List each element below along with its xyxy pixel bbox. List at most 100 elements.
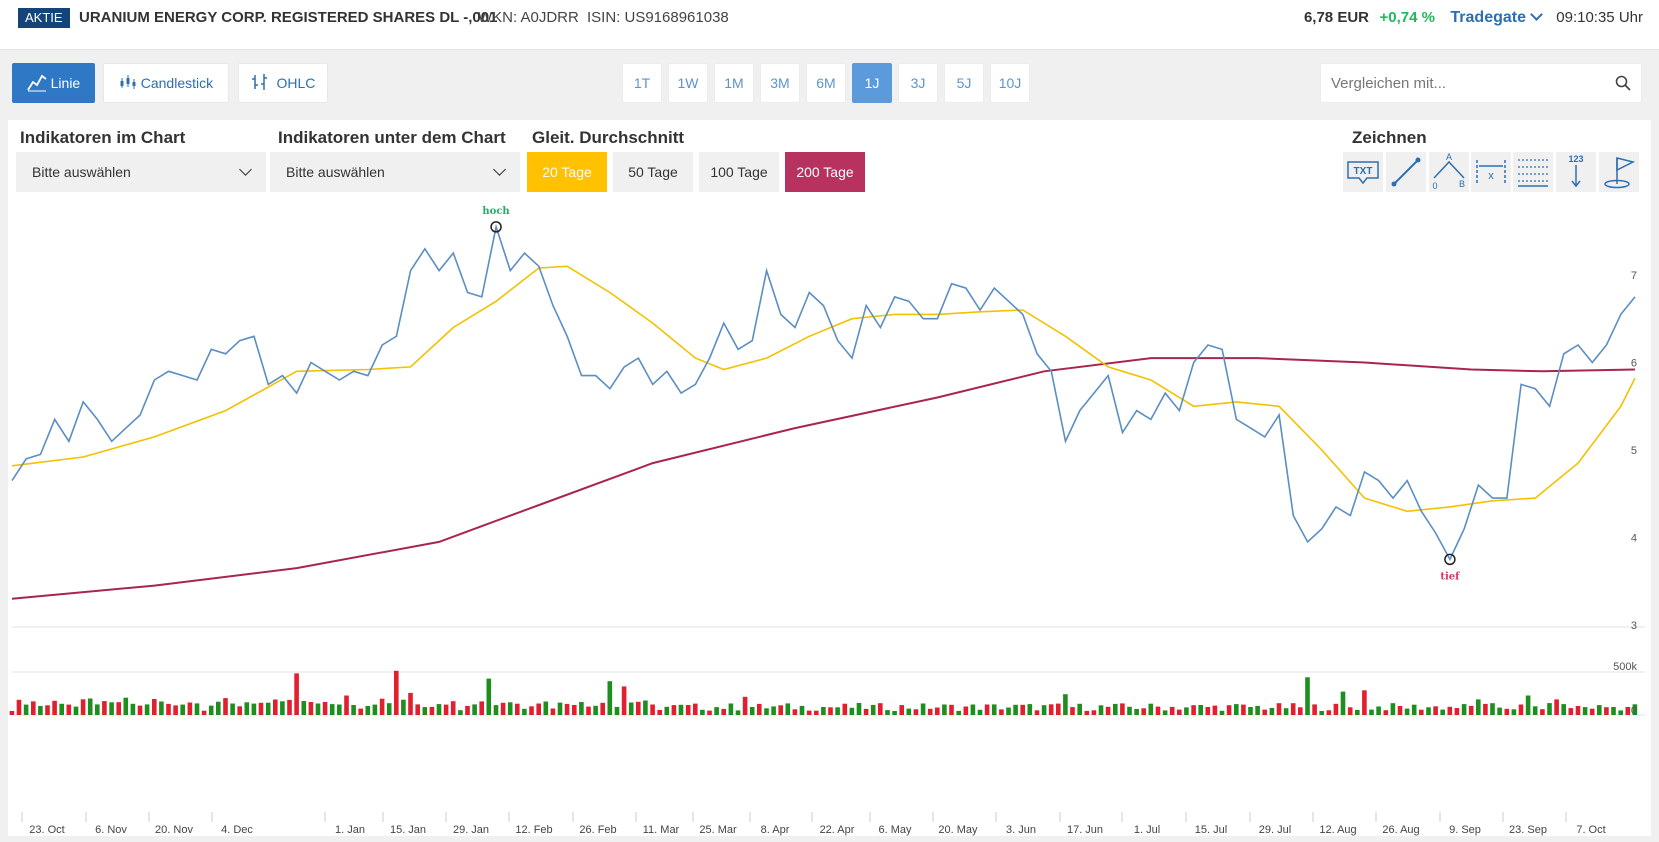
range-1w-button[interactable]: 1W bbox=[668, 63, 708, 103]
volume-bar bbox=[38, 706, 43, 715]
volume-bar bbox=[1048, 704, 1054, 715]
volume-bar bbox=[1191, 705, 1196, 715]
volume-bar bbox=[486, 678, 492, 715]
volume-bar bbox=[885, 710, 890, 715]
current-price: 6,78 EUR bbox=[1303, 9, 1369, 26]
volume-bar bbox=[1447, 706, 1453, 715]
volume-bar bbox=[1568, 708, 1574, 715]
quote-time: 09:10:35 Uhr bbox=[1556, 9, 1643, 26]
volume-bar bbox=[322, 702, 328, 715]
x-tick-label: 9. Sep bbox=[1449, 824, 1481, 836]
volume-bar bbox=[1497, 707, 1502, 715]
text-tool-button[interactable]: TXT bbox=[1343, 152, 1383, 192]
volume-bar bbox=[1312, 704, 1317, 715]
volume-bar bbox=[1113, 703, 1118, 715]
volume-bar bbox=[1063, 694, 1068, 715]
volume-bar bbox=[1340, 691, 1346, 715]
range-3j-button[interactable]: 3J bbox=[898, 63, 938, 103]
chart-type-label: Linie bbox=[50, 75, 81, 91]
volume-bar bbox=[749, 707, 755, 715]
volume-bar bbox=[1347, 707, 1353, 715]
volume-bar bbox=[1461, 704, 1467, 715]
volume-bar bbox=[66, 704, 72, 715]
x-tick-label: 4. Dec bbox=[221, 824, 253, 836]
fibonacci-tool-button[interactable] bbox=[1513, 152, 1553, 192]
volume-bar bbox=[643, 700, 648, 715]
chart-type-ohlc-button[interactable]: OHLC bbox=[238, 63, 328, 103]
chart-type-candlestick-button[interactable]: Candlestick bbox=[103, 63, 229, 103]
volume-bar bbox=[721, 708, 726, 715]
volume-bar bbox=[607, 681, 613, 715]
volume-bar bbox=[1034, 710, 1040, 715]
volume-bar bbox=[1184, 707, 1189, 715]
volume-bar bbox=[351, 705, 356, 715]
indicators-in-chart-select[interactable]: Bitte auswählen bbox=[16, 152, 266, 192]
volume-bar bbox=[678, 704, 684, 715]
range-1t-button[interactable]: 1T bbox=[622, 63, 662, 103]
volume-bar bbox=[344, 695, 349, 715]
volume-bar bbox=[1575, 706, 1581, 715]
volume-bar bbox=[1411, 704, 1417, 715]
y-tick-label: 4 bbox=[1631, 533, 1637, 545]
x-tick-label: 20. May bbox=[938, 824, 978, 836]
exchange-selector[interactable]: Tradegate bbox=[1450, 8, 1543, 28]
volume-bar bbox=[123, 697, 129, 715]
volume-bar bbox=[1326, 710, 1332, 715]
x-tick-label: 26. Aug bbox=[1382, 824, 1419, 836]
volume-bar bbox=[102, 701, 107, 715]
volume-bar bbox=[365, 706, 371, 715]
search-icon[interactable] bbox=[1615, 75, 1631, 91]
volume-bar bbox=[999, 709, 1004, 715]
ma-50-button[interactable]: 50 Tage bbox=[613, 152, 693, 192]
measure-tool-button[interactable]: x bbox=[1471, 152, 1511, 192]
volume-bar bbox=[1333, 703, 1339, 715]
stock-name: URANIUM ENERGY CORP. REGISTERED SHARES D… bbox=[79, 9, 498, 26]
volume-bar bbox=[1056, 703, 1061, 715]
volume-bar bbox=[1390, 703, 1396, 715]
abc-pattern-tool-button[interactable]: A 0 B bbox=[1429, 152, 1469, 192]
volume-bar bbox=[237, 706, 242, 715]
volume-tick-label: 0 bbox=[1631, 705, 1637, 717]
volume-bar bbox=[799, 705, 805, 715]
volume-bar bbox=[1162, 710, 1168, 715]
range-3m-button[interactable]: 3M bbox=[760, 63, 800, 103]
compare-search-input[interactable] bbox=[1331, 64, 1601, 102]
ma-100-button[interactable]: 100 Tage bbox=[699, 152, 779, 192]
volume-bar bbox=[472, 704, 477, 715]
volume-bar bbox=[415, 704, 420, 715]
volume-bar bbox=[493, 705, 499, 715]
range-1j-button[interactable]: 1J bbox=[852, 63, 892, 103]
volume-bar bbox=[1134, 709, 1139, 715]
volume-bar bbox=[1013, 704, 1018, 715]
ma-200-button[interactable]: 200 Tage bbox=[785, 152, 865, 192]
volume-bar bbox=[294, 673, 299, 715]
range-10j-button[interactable]: 10J bbox=[990, 63, 1030, 103]
volume-bar bbox=[1091, 710, 1097, 715]
range-6m-button[interactable]: 6M bbox=[806, 63, 846, 103]
volume-bar bbox=[557, 702, 563, 715]
indicators-below-chart-select[interactable]: Bitte auswählen bbox=[270, 152, 520, 192]
x-tick-label: 29. Jan bbox=[453, 824, 489, 836]
volume-bar bbox=[45, 705, 50, 715]
x-tick-label: 26. Feb bbox=[579, 824, 616, 836]
ma-20-button[interactable]: 20 Tage bbox=[527, 152, 607, 192]
volume-bar bbox=[1490, 703, 1495, 715]
volume-bar bbox=[1468, 705, 1474, 715]
volume-bar bbox=[1547, 703, 1552, 715]
volume-bar bbox=[742, 696, 748, 715]
volume-bar bbox=[977, 709, 983, 715]
range-5j-button[interactable]: 5J bbox=[944, 63, 984, 103]
volume-bar bbox=[856, 703, 862, 715]
flag-tool-button[interactable] bbox=[1599, 152, 1639, 192]
line-tool-button[interactable] bbox=[1386, 152, 1426, 192]
volume-bar bbox=[59, 703, 64, 715]
count-tool-button[interactable]: 123 bbox=[1556, 152, 1596, 192]
volume-bar bbox=[80, 699, 86, 715]
volume-bar bbox=[1440, 709, 1445, 715]
volume-bar bbox=[1241, 704, 1246, 715]
volume-bar bbox=[1518, 704, 1524, 715]
range-1m-button[interactable]: 1M bbox=[714, 63, 754, 103]
volume-bar bbox=[1632, 704, 1638, 715]
chart-type-line-button[interactable]: Linie bbox=[12, 63, 95, 103]
